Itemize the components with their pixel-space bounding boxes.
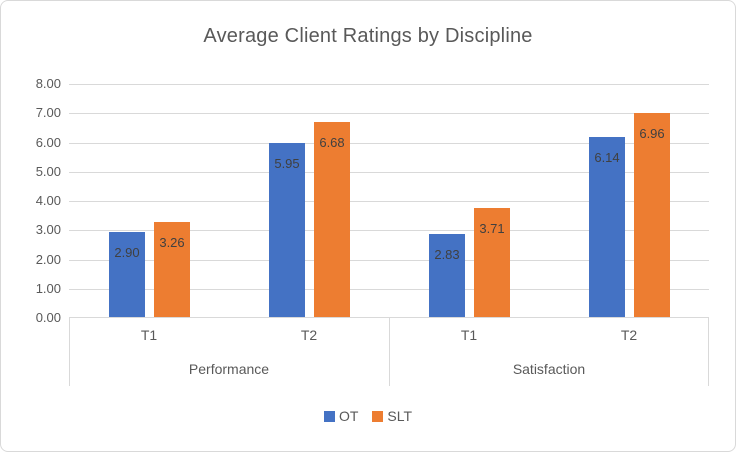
axis-separator [69, 318, 70, 386]
axis-separator [708, 318, 709, 386]
bar-value-label: 5.95 [274, 156, 300, 171]
legend: OT SLT [1, 405, 735, 427]
gridline [69, 317, 709, 318]
gridline [69, 201, 709, 202]
legend-item-ot: OT [323, 408, 359, 424]
plot-area: 0.00 1.00 2.00 3.00 4.00 5.00 6.00 7.00 8.00 2.90… [36, 76, 709, 325]
y-axis-tick-label: 2.00 [35, 252, 61, 267]
y-axis-tick-label: 6.00 [35, 135, 61, 150]
gridline [69, 289, 709, 290]
legend-swatch-slt [372, 410, 384, 422]
gridline [69, 113, 709, 114]
y-axis-tick-label: 3.00 [35, 222, 61, 237]
gridline [69, 172, 709, 173]
bar-value-label: 2.90 [114, 245, 140, 260]
bar-ot-t1 [109, 232, 145, 317]
bar-slt-t1 [474, 208, 510, 317]
group-label-satisfaction: Satisfaction [512, 361, 586, 377]
category-label: T2 [300, 327, 318, 343]
category-label: T1 [460, 327, 478, 343]
bar-slt-t2 [634, 113, 670, 317]
gridline [69, 143, 709, 144]
bar-slt-t2 [314, 122, 350, 317]
bar-value-label: 6.96 [639, 126, 665, 141]
y-axis-tick-label: 4.00 [35, 193, 61, 208]
bar-ot-t2 [269, 143, 305, 317]
bar-value-label: 6.14 [594, 150, 620, 165]
y-axis-tick-label: 7.00 [35, 105, 61, 120]
bar-value-label: 3.26 [159, 235, 185, 250]
legend-label: OT [338, 408, 359, 424]
chart-title: Average Client Ratings by Discipline [203, 25, 533, 47]
legend-item-slt: SLT [372, 408, 412, 424]
gridline [69, 84, 709, 85]
legend-label: SLT [387, 408, 413, 424]
gridline [69, 230, 709, 231]
group-label-performance: Performance [188, 361, 270, 377]
category-label: T2 [620, 327, 638, 343]
bar-slt-t1 [154, 222, 190, 317]
bar-value-label: 6.68 [319, 135, 345, 150]
bar-ot-t1 [429, 234, 465, 317]
gridline [69, 260, 709, 261]
y-axis-tick-label: 1.00 [35, 281, 61, 296]
bar-ot-t2 [589, 137, 625, 317]
y-axis-tick-label: 5.00 [35, 164, 61, 179]
y-axis-tick-label: 0.00 [35, 310, 61, 325]
y-axis-tick-label: 8.00 [35, 76, 61, 91]
category-axis: T1 T2 T1 T2 Performance Satisfaction [69, 318, 709, 386]
axis-separator [389, 318, 390, 386]
legend-swatch-ot [323, 410, 335, 422]
category-label: T1 [140, 327, 158, 343]
bar-value-label: 2.83 [434, 247, 460, 262]
bar-value-label: 3.71 [479, 221, 505, 236]
